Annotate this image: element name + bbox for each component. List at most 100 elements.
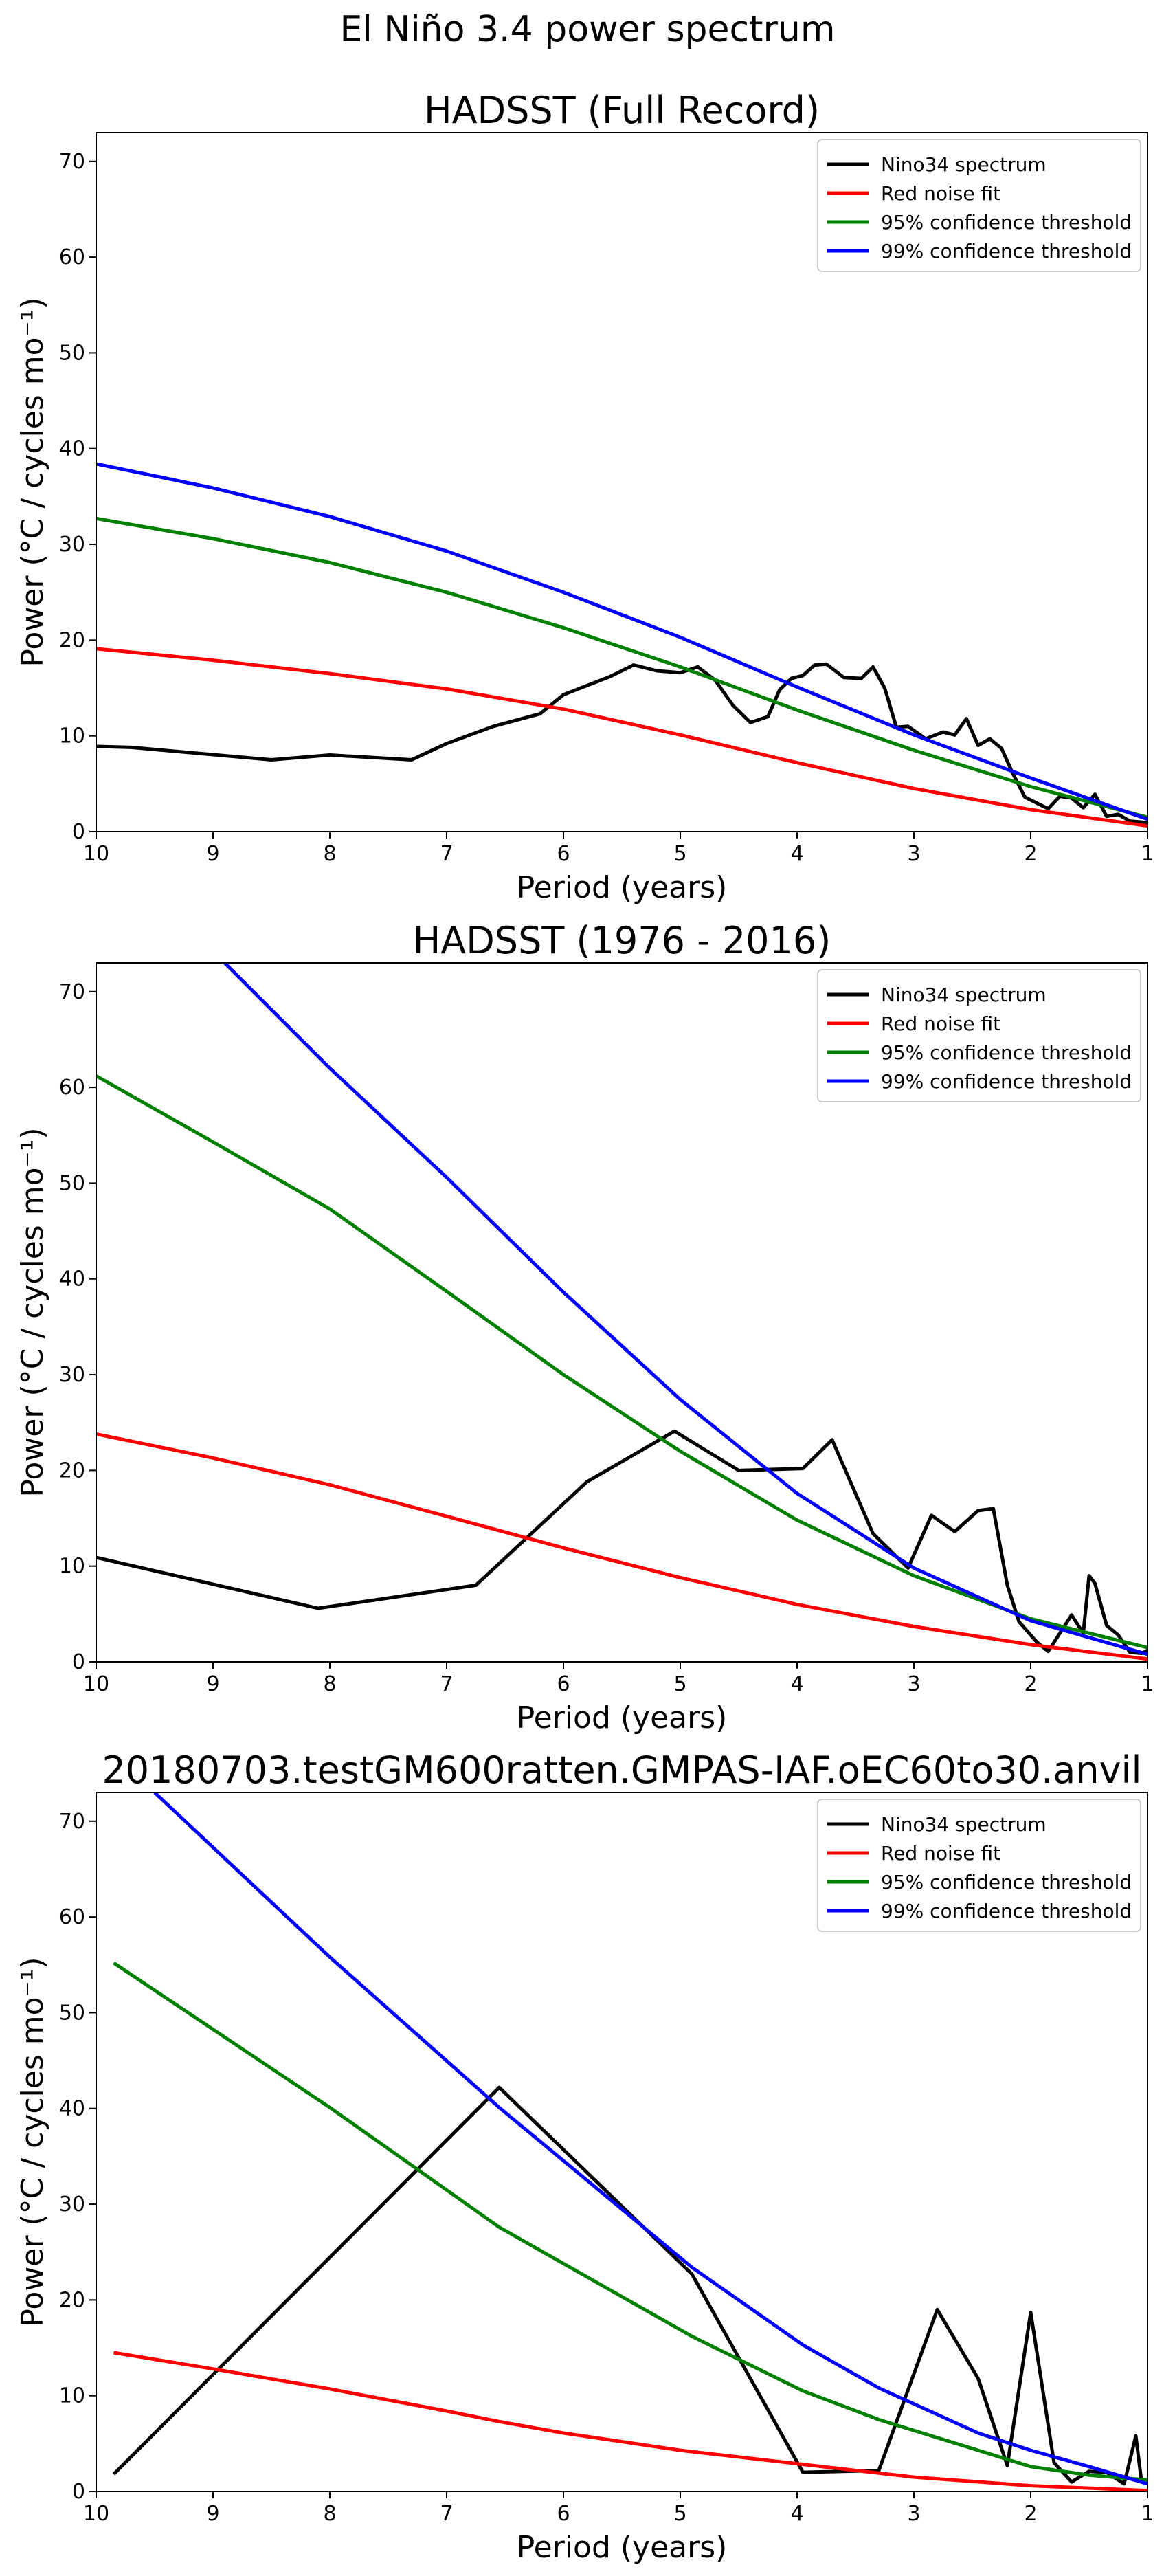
panel-2: HADSST (1976 - 2016)10 9 8 7 6 5 4 3 2 1010203040… (15, 919, 1154, 1735)
y-tick-label: 60 (59, 1076, 85, 1100)
series-line-red-noise-fit (96, 1432, 1148, 1661)
x-tick-label: 4 (790, 1672, 803, 1696)
x-tick-label: 9 (206, 842, 219, 866)
series-line-conf99-threshold (223, 963, 1148, 1656)
y-tick-label: 20 (59, 1458, 85, 1483)
x-tick-label: 6 (557, 2502, 570, 2526)
y-tick-label: 30 (59, 533, 85, 557)
x-tick-label: 5 (673, 842, 686, 866)
x-tick-label: 6 (557, 1672, 570, 1696)
legend-label-conf99-threshold: 99% confidence threshold (881, 1070, 1132, 1093)
panel-title: 20180703.testGM600ratten.GMPAS-IAF.oEC60… (102, 1748, 1141, 1792)
legend-box (817, 139, 1141, 272)
x-tick-label: 8 (323, 1672, 336, 1696)
y-tick-label: 40 (59, 1267, 85, 1291)
x-tick-label: 7 (440, 2502, 453, 2526)
legend: Nino34 spectrum Red noise fit 95% confiden… (817, 1799, 1141, 1932)
legend-label-red-noise-fit: Red noise fit (881, 1842, 1000, 1865)
y-tick-label: 60 (59, 245, 85, 269)
panel-1: HADSST (Full Record)10 9 8 7 6 5 4 3 2 1010203040… (15, 89, 1154, 905)
legend-box (817, 969, 1141, 1102)
x-tick-label: 8 (323, 842, 336, 866)
y-tick-label: 50 (59, 1171, 85, 1195)
legend-label-conf95-threshold: 95% confidence threshold (881, 1041, 1132, 1064)
y-tick-label: 0 (72, 820, 85, 844)
series-line-conf99-threshold (96, 462, 1148, 821)
legend: Nino34 spectrum Red noise fit 95% confiden… (817, 969, 1141, 1102)
series-line-conf95-threshold (96, 1074, 1148, 1650)
x-tick-label: 7 (440, 1672, 453, 1696)
series-line-nino34-spectrum (112, 2085, 1143, 2486)
x-tick-label: 10 (83, 2502, 109, 2526)
x-tick-label: 2 (1024, 2502, 1037, 2526)
series-line-red-noise-fit (113, 2351, 1148, 2491)
x-tick-label: 7 (440, 842, 453, 866)
x-tick-label: 6 (557, 842, 570, 866)
y-tick-label: 10 (59, 724, 85, 748)
x-tick-label: 10 (83, 1672, 109, 1696)
y-tick-label: 20 (59, 628, 85, 652)
x-tick-label: 9 (206, 1672, 219, 1696)
y-tick-label: 50 (59, 2001, 85, 2025)
y-tick-label: 0 (72, 2480, 85, 2504)
series-line-conf95-threshold (113, 1961, 1148, 2482)
x-tick-label: 1 (1141, 842, 1154, 866)
legend-label-conf99-threshold: 99% confidence threshold (881, 1900, 1132, 1922)
y-tick-label: 0 (72, 1650, 85, 1674)
x-tick-label: 1 (1141, 2502, 1154, 2526)
x-tick-label: 2 (1024, 1672, 1037, 1696)
x-tick-label: 4 (790, 2502, 803, 2526)
x-axis-label: Period (years) (517, 1700, 728, 1735)
legend-label-conf95-threshold: 95% confidence threshold (881, 1871, 1132, 1894)
x-tick-label: 1 (1141, 1672, 1154, 1696)
figure-title: El Niño 3.4 power spectrum (339, 9, 836, 50)
y-tick-label: 20 (59, 2288, 85, 2312)
x-tick-label: 5 (673, 2502, 686, 2526)
x-tick-label: 5 (673, 1672, 686, 1696)
y-tick-label: 30 (59, 1363, 85, 1387)
y-axis-label: Power (°C / cycles mo⁻¹) (15, 1127, 50, 1497)
panel-3: 20180703.testGM600ratten.GMPAS-IAF.oEC60… (15, 1748, 1154, 2565)
x-tick-label: 3 (907, 842, 920, 866)
y-axis-label: Power (°C / cycles mo⁻¹) (15, 1957, 50, 2327)
legend-label-nino34-spectrum: Nino34 spectrum (881, 984, 1047, 1006)
y-tick-label: 50 (59, 341, 85, 365)
y-tick-label: 40 (59, 2097, 85, 2121)
series-line-nino34-spectrum (96, 662, 1148, 825)
legend-label-conf99-threshold: 99% confidence threshold (881, 240, 1132, 263)
series-line-red-noise-fit (96, 647, 1148, 828)
x-tick-label: 3 (907, 2502, 920, 2526)
y-tick-label: 70 (59, 980, 85, 1004)
y-tick-label: 40 (59, 437, 85, 461)
legend-label-red-noise-fit: Red noise fit (881, 1012, 1000, 1035)
panel-title: HADSST (Full Record) (424, 89, 820, 132)
legend-label-nino34-spectrum: Nino34 spectrum (881, 153, 1047, 176)
y-tick-label: 10 (59, 2384, 85, 2408)
legend-label-conf95-threshold: 95% confidence threshold (881, 211, 1132, 234)
y-tick-label: 30 (59, 2192, 85, 2217)
y-tick-label: 70 (59, 1810, 85, 1834)
series-line-conf95-threshold (96, 516, 1148, 819)
y-tick-label: 10 (59, 1555, 85, 1579)
x-tick-label: 10 (83, 842, 109, 866)
plot-frame (96, 962, 1148, 1663)
legend: Nino34 spectrum Red noise fit 95% confiden… (817, 139, 1141, 272)
legend-box (817, 1799, 1141, 1932)
y-axis-label: Power (°C / cycles mo⁻¹) (15, 297, 50, 667)
series-line-conf99-threshold (153, 1792, 1148, 2486)
x-tick-label: 3 (907, 1672, 920, 1696)
x-tick-label: 9 (206, 2502, 219, 2526)
series-line-nino34-spectrum (96, 1429, 1148, 1655)
plot-frame (96, 1792, 1148, 2492)
x-axis-label: Period (years) (517, 2530, 728, 2565)
legend-label-red-noise-fit: Red noise fit (881, 182, 1000, 205)
x-axis-label: Period (years) (517, 870, 728, 905)
legend-label-nino34-spectrum: Nino34 spectrum (881, 1813, 1047, 1836)
y-tick-label: 60 (59, 1905, 85, 1929)
x-tick-label: 4 (790, 842, 803, 866)
x-tick-label: 2 (1024, 842, 1037, 866)
plot-frame (96, 132, 1148, 832)
x-tick-label: 8 (323, 2502, 336, 2526)
y-tick-label: 70 (59, 150, 85, 174)
